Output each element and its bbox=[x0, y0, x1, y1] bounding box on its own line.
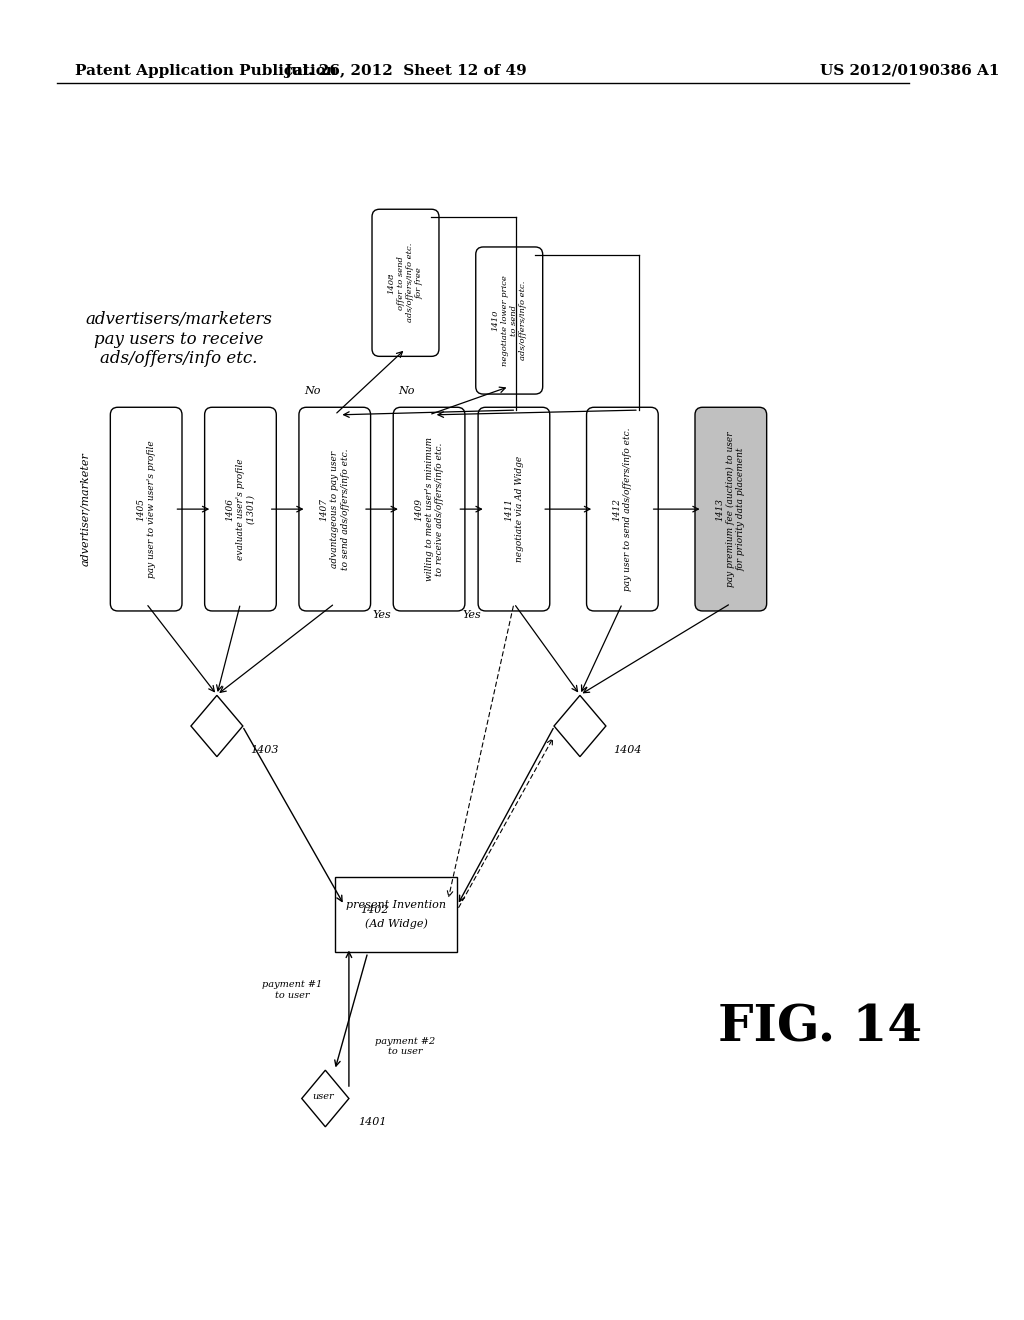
Text: present Invention: present Invention bbox=[346, 900, 446, 911]
FancyBboxPatch shape bbox=[476, 247, 543, 395]
Text: 1402: 1402 bbox=[360, 906, 388, 915]
FancyBboxPatch shape bbox=[372, 210, 439, 356]
FancyBboxPatch shape bbox=[393, 408, 465, 611]
Text: payment #2
to user: payment #2 to user bbox=[376, 1038, 435, 1056]
FancyBboxPatch shape bbox=[205, 408, 276, 611]
Text: Patent Application Publication: Patent Application Publication bbox=[76, 63, 338, 78]
Text: 1413
pay premium fee (auction) to user
for priority data placement: 1413 pay premium fee (auction) to user f… bbox=[716, 432, 745, 587]
FancyBboxPatch shape bbox=[111, 408, 182, 611]
Text: advertiser/marketer: advertiser/marketer bbox=[80, 453, 90, 566]
FancyBboxPatch shape bbox=[478, 408, 550, 611]
Text: 1404: 1404 bbox=[613, 744, 641, 755]
Text: Yes: Yes bbox=[462, 610, 481, 619]
Text: No: No bbox=[304, 387, 321, 396]
Text: FIG. 14: FIG. 14 bbox=[719, 1003, 923, 1052]
Text: 1411
negotiate via Ad Widge: 1411 negotiate via Ad Widge bbox=[504, 455, 523, 562]
Text: 1410
negotiate lower price
to send
ads/offers/info etc.: 1410 negotiate lower price to send ads/o… bbox=[492, 275, 527, 366]
Text: 1406
evaluate user's profile
(1301): 1406 evaluate user's profile (1301) bbox=[225, 458, 255, 560]
Text: 1412
pay user to send ads/offers/info etc.: 1412 pay user to send ads/offers/info et… bbox=[612, 428, 632, 591]
Polygon shape bbox=[302, 1071, 349, 1127]
Polygon shape bbox=[554, 696, 606, 756]
Text: Jul. 26, 2012  Sheet 12 of 49: Jul. 26, 2012 Sheet 12 of 49 bbox=[284, 63, 527, 78]
Text: 1405
pay user to view user's profile: 1405 pay user to view user's profile bbox=[136, 441, 156, 578]
Text: 1409
willing to meet user's minimum
to receive ads/offers/info etc.: 1409 willing to meet user's minimum to r… bbox=[414, 437, 444, 581]
Text: (Ad Widge): (Ad Widge) bbox=[365, 919, 427, 929]
Polygon shape bbox=[190, 696, 243, 756]
FancyBboxPatch shape bbox=[587, 408, 658, 611]
FancyBboxPatch shape bbox=[695, 408, 767, 611]
Bar bbox=[335, 876, 458, 952]
Text: payment #1
to user: payment #1 to user bbox=[262, 981, 323, 999]
FancyBboxPatch shape bbox=[299, 408, 371, 611]
Text: user: user bbox=[312, 1092, 334, 1101]
Text: 1403: 1403 bbox=[250, 744, 279, 755]
Text: 1407
advantageous to pay user
to send ads/offers/info etc.: 1407 advantageous to pay user to send ad… bbox=[319, 449, 349, 570]
Text: Yes: Yes bbox=[373, 610, 391, 619]
Text: No: No bbox=[398, 387, 415, 396]
Text: 1408
offer to send
ads/offers/info etc.
for free: 1408 offer to send ads/offers/info etc. … bbox=[388, 243, 423, 322]
Text: US 2012/0190386 A1: US 2012/0190386 A1 bbox=[820, 63, 999, 78]
Text: 1401: 1401 bbox=[358, 1117, 387, 1127]
Text: advertisers/marketers
pay users to receive
ads/offers/info etc.: advertisers/marketers pay users to recei… bbox=[86, 312, 272, 367]
